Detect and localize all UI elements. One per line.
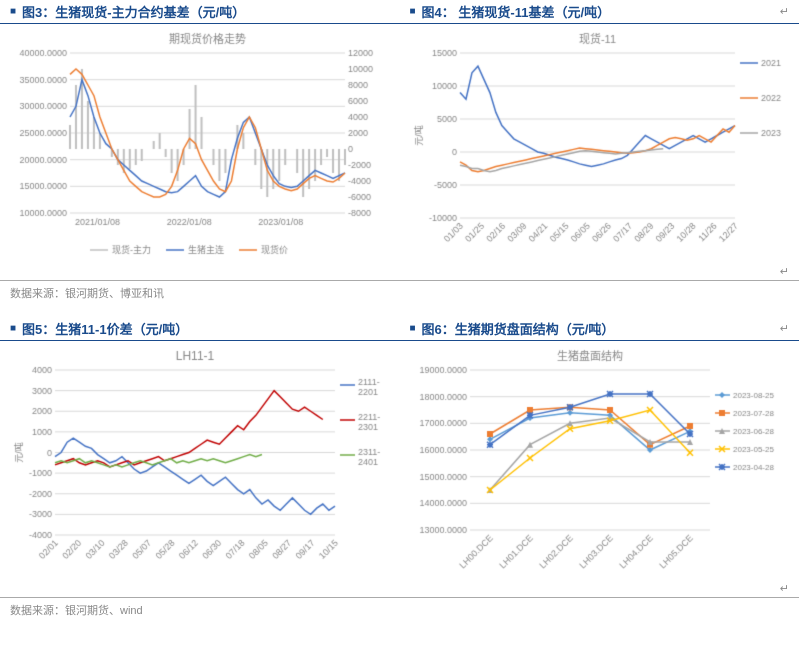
bullet-icon: ■ [10,323,16,334]
fig5-chart [10,345,390,575]
fig4-title-row: ■ 图4： 生猪现货-11基差（元/吨） ↵ [400,0,799,24]
bullet-icon: ■ [10,6,16,17]
fig5-label: 图5：生猪11-1价差（元/吨） [22,319,188,338]
fig3-chart [10,28,390,258]
fig3-title-row: ■ 图3：生猪现货-主力合约基差（元/吨） [0,0,400,24]
refresh-icon: ↵ [780,583,789,595]
bullet-icon: ■ [410,6,416,17]
refresh-icon: ↵ [780,322,789,335]
data-source-2: 数据来源：银河期货、wind [0,597,799,622]
fig6-title-row: ■ 图6：生猪期货盘面结构（元/吨） ↵ [400,317,799,341]
bullet-icon: ■ [410,323,416,334]
fig4-label: 图4： 生猪现货-11基差（元/吨） [422,2,611,21]
fig6-label: 图6：生猪期货盘面结构（元/吨） [422,319,615,338]
fig6-chart [410,345,790,575]
refresh-icon: ↵ [780,266,789,278]
fig3-label: 图3：生猪现货-主力合约基差（元/吨） [22,2,245,21]
refresh-icon: ↵ [780,5,789,18]
fig5-title-row: ■ 图5：生猪11-1价差（元/吨） [0,317,400,341]
fig4-chart [410,28,790,258]
data-source-1: 数据来源：银河期货、博亚和讯 [0,280,799,305]
